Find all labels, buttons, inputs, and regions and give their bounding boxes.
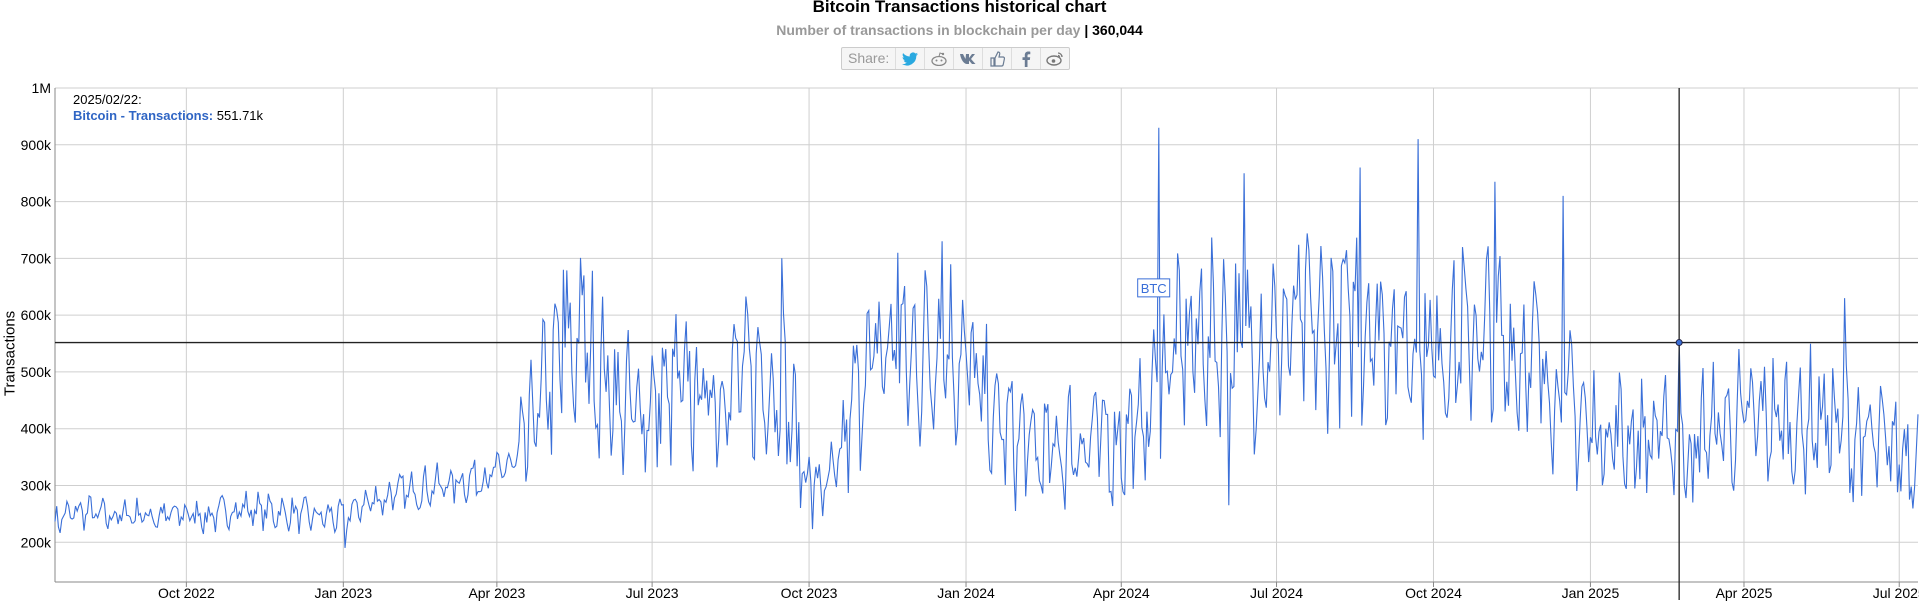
annotation-box	[1137, 278, 1171, 298]
x-tick-label: Jan 2023	[315, 585, 373, 601]
share-label: Share:	[842, 48, 897, 69]
reddit-icon[interactable]	[925, 48, 955, 69]
x-tick-label: Apr 2025	[1716, 585, 1773, 601]
tooltip-date: 2025/02/22:	[73, 92, 142, 107]
x-tick-label: Jul 2023	[626, 585, 679, 601]
current-value: 360,044	[1092, 22, 1143, 38]
tooltip: 2025/02/22: Bitcoin - Transactions: 551.…	[73, 92, 263, 124]
x-tick-label: Jul 2025	[1873, 585, 1919, 601]
x-tick-label: Jul 2024	[1250, 585, 1303, 601]
tooltip-series: Bitcoin - Transactions:	[73, 108, 214, 123]
y-tick-label: 700k	[21, 250, 52, 266]
y-tick-label: 600k	[21, 307, 52, 323]
twitter-icon[interactable]	[896, 48, 926, 69]
y-tick-label: 500k	[21, 364, 52, 380]
weibo-icon[interactable]	[1041, 48, 1069, 69]
tooltip-value: 551.71k	[216, 108, 264, 123]
chart-title: Bitcoin Transactions historical chart	[812, 0, 1107, 16]
y-tick-label: 400k	[21, 421, 52, 437]
y-tick-label: 300k	[21, 477, 52, 493]
subtitle-text: Number of transactions in blockchain per…	[776, 22, 1081, 38]
chart-subtitle: Number of transactions in blockchain per…	[0, 22, 1919, 38]
share-bar: Share:	[841, 47, 1071, 70]
facebook-icon[interactable]	[1012, 48, 1042, 69]
x-tick-label: Oct 2023	[781, 585, 838, 601]
subtitle-separator: |	[1080, 22, 1093, 38]
x-tick-label: Apr 2023	[468, 585, 525, 601]
like-icon[interactable]	[983, 48, 1013, 69]
x-tick-label: Jan 2025	[1562, 585, 1620, 601]
y-tick-label: 900k	[21, 137, 52, 153]
vk-icon[interactable]	[954, 48, 984, 69]
y-tick-label: 200k	[21, 534, 52, 550]
x-tick-label: Jan 2024	[937, 585, 995, 601]
y-tick-label: 800k	[21, 194, 52, 210]
x-tick-label: Oct 2022	[158, 585, 215, 601]
series-line-transactions	[54, 127, 1919, 548]
crosshair-point	[1675, 339, 1683, 347]
x-tick-label: Apr 2024	[1093, 585, 1150, 601]
x-tick-label: Oct 2024	[1405, 585, 1462, 601]
y-tick-label: 1M	[32, 80, 51, 96]
annotation-label: BTC	[1141, 281, 1167, 296]
